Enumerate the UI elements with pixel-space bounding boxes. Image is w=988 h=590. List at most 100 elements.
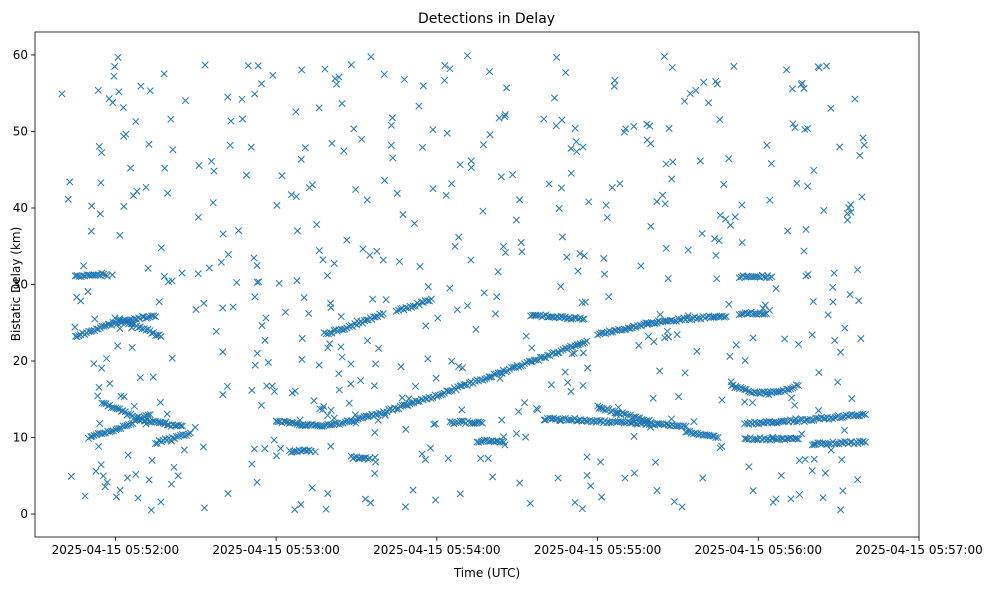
detection-marker [363, 337, 372, 345]
detection-marker [755, 273, 763, 281]
detection-marker [620, 419, 628, 427]
detection-marker [860, 141, 868, 149]
detection-marker [100, 270, 108, 278]
detection-marker [795, 491, 804, 499]
detection-marker [480, 436, 489, 444]
detection-marker [815, 407, 823, 415]
detection-marker [858, 193, 866, 201]
detection-marker [291, 505, 299, 514]
detection-marker [808, 331, 816, 339]
detection-marker [320, 422, 328, 430]
detection-marker [553, 53, 561, 62]
detection-marker [345, 399, 353, 407]
detection-marker [613, 409, 621, 417]
detection-marker [95, 442, 103, 451]
detection-marker [522, 332, 530, 340]
detection-marker [570, 349, 578, 357]
detection-marker [583, 453, 591, 461]
detection-marker [305, 309, 313, 318]
detection-marker [227, 117, 235, 125]
detection-marker [224, 250, 233, 259]
detection-marker [178, 422, 186, 430]
detection-marker [838, 456, 846, 464]
detection-marker [95, 383, 103, 391]
detection-marker [455, 233, 463, 241]
detection-marker [347, 61, 355, 69]
detection-marker [522, 433, 530, 441]
detection-marker [160, 70, 168, 78]
detection-marker [381, 411, 389, 419]
detection-marker [567, 169, 575, 177]
detection-marker [84, 288, 92, 296]
detection-marker [94, 271, 102, 279]
detection-marker [348, 417, 356, 426]
detection-marker [446, 387, 454, 395]
detection-marker [156, 398, 164, 406]
detection-marker [478, 419, 486, 427]
detection-marker [392, 307, 400, 315]
detection-marker [675, 393, 683, 401]
detection-marker [594, 331, 602, 339]
detection-marker [859, 134, 867, 142]
detection-marker [475, 438, 483, 446]
detection-marker [105, 320, 113, 329]
detection-marker [844, 412, 852, 420]
detection-marker [467, 164, 475, 172]
detection-marker [258, 322, 266, 330]
detection-marker [540, 353, 548, 361]
detection-marker [684, 312, 692, 320]
detection-marker [115, 425, 123, 433]
detection-marker [134, 494, 142, 502]
detection-marker [320, 329, 328, 337]
detection-marker [741, 356, 749, 365]
detection-marker [579, 381, 587, 390]
detection-marker [745, 463, 753, 471]
detection-marker [846, 290, 854, 299]
detection-marker [238, 95, 246, 103]
detection-marker [608, 184, 616, 192]
detection-marker [732, 382, 740, 390]
detection-marker [192, 305, 200, 314]
detection-marker [791, 401, 799, 409]
detection-marker [646, 122, 654, 130]
detection-marker [100, 399, 108, 407]
detection-marker [486, 131, 494, 139]
detection-marker [373, 247, 381, 255]
detection-marker [555, 204, 563, 212]
detection-marker [584, 364, 592, 372]
detection-marker [769, 434, 777, 442]
detection-marker [477, 418, 485, 426]
detection-marker [138, 325, 146, 333]
detection-marker [583, 471, 591, 479]
detection-marker [132, 117, 140, 126]
detection-marker [616, 326, 624, 334]
detection-marker [393, 405, 401, 413]
detection-marker [516, 479, 524, 487]
detection-marker [653, 198, 661, 206]
detection-marker [337, 343, 345, 351]
detection-marker [782, 66, 791, 74]
detection-marker [106, 380, 114, 388]
detection-marker [180, 446, 188, 454]
detection-marker [415, 301, 423, 309]
detection-marker [463, 52, 472, 60]
detection-marker [352, 419, 360, 427]
detection-marker [616, 180, 624, 188]
detection-marker [296, 416, 304, 424]
detection-marker [253, 261, 261, 270]
detection-marker [564, 378, 572, 387]
detection-marker [741, 398, 749, 406]
detection-marker [297, 447, 305, 455]
detection-marker [226, 141, 234, 149]
detection-marker [379, 310, 387, 318]
detection-marker [110, 72, 118, 80]
x-tick-label: 2025-04-15 05:54:00 [373, 543, 500, 557]
detection-marker [477, 438, 485, 446]
detection-marker [149, 373, 157, 381]
detection-marker [453, 306, 461, 314]
detection-marker [363, 196, 371, 204]
detection-marker [833, 440, 841, 448]
detection-marker [545, 180, 553, 188]
detection-marker [753, 310, 761, 318]
detection-marker [443, 129, 451, 137]
